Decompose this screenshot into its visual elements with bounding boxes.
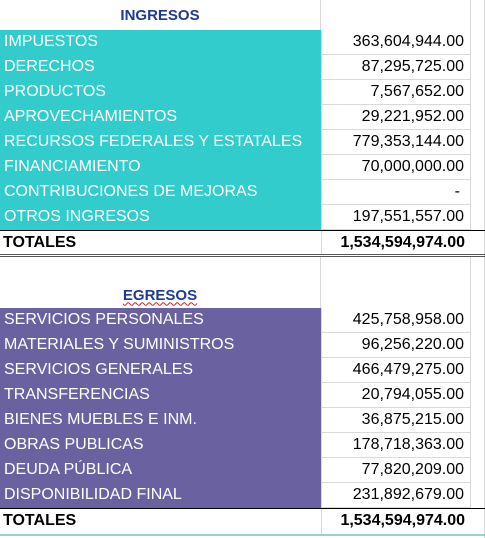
row-label[interactable]: DISPONIBILIDAD FINAL — [0, 483, 321, 508]
empty-cell[interactable] — [471, 0, 485, 30]
empty-cell[interactable] — [471, 383, 485, 408]
ingresos-total-row[interactable]: TOTALES 1,534,594,974.00 — [0, 230, 485, 257]
row-value[interactable]: 70,000,000.00 — [321, 155, 471, 180]
egresos-header-row[interactable]: EGRESOS — [0, 282, 485, 308]
empty-cell[interactable] — [471, 180, 485, 205]
row-value[interactable]: 466,479,275.00 — [321, 358, 471, 383]
row-value[interactable]: 425,758,958.00 — [321, 308, 471, 333]
ingresos-title[interactable]: INGRESOS — [0, 0, 321, 30]
row-value[interactable]: 178,718,363.00 — [321, 433, 471, 458]
row-label[interactable]: OBRAS PUBLICAS — [0, 433, 321, 458]
empty-cell[interactable] — [471, 308, 485, 333]
row-value[interactable]: 29,221,952.00 — [321, 105, 471, 130]
row-label-cell[interactable]: BIENES MUEBLES E INM. — [0, 408, 321, 433]
table-row[interactable]: DEUDA PÚBLICA 77,820,209.00 — [0, 458, 485, 483]
row-label[interactable]: OTROS INGRESOS — [0, 205, 321, 230]
row-label[interactable]: PRODUCTOS — [0, 80, 321, 105]
row-value[interactable]: 231,892,679.00 — [321, 483, 471, 508]
row-value[interactable]: 87,295,725.00 — [321, 55, 471, 80]
row-label: BIENES MUEBLES E INM. — [4, 411, 197, 428]
row-value[interactable]: 7,567,652.00 — [321, 80, 471, 105]
table-row[interactable]: APROVECHAMIENTOS 29,221,952.00 — [0, 105, 485, 130]
empty-cell[interactable] — [471, 408, 485, 433]
empty-cell[interactable] — [471, 257, 485, 282]
table-row[interactable]: DISPONIBILIDAD FINAL 231,892,679.00 — [0, 483, 485, 508]
row-value[interactable]: 96,256,220.00 — [321, 333, 471, 358]
table-row[interactable]: MATERIALES Y SUMINISTROS 96,256,220.00 — [0, 333, 485, 358]
row-label[interactable]: CONTRIBUCIONES DE MEJORAS — [0, 180, 321, 205]
row-label[interactable]: DERECHOS — [0, 55, 321, 80]
empty-cell[interactable] — [471, 458, 485, 483]
empty-cell[interactable] — [471, 358, 485, 383]
egresos-header-value-cell[interactable] — [321, 282, 471, 308]
table-row[interactable]: IMPUESTOS 363,604,944.00 — [0, 30, 485, 55]
table-row[interactable]: SERVICIOS PERSONALES 425,758,958.00 — [0, 308, 485, 333]
table-row[interactable]: FINANCIAMIENTO 70,000,000.00 — [0, 155, 485, 180]
empty-cell[interactable] — [321, 257, 471, 282]
empty-row[interactable] — [0, 257, 485, 282]
row-label[interactable]: DEUDA PÚBLICA — [0, 458, 321, 483]
table-row[interactable]: OTROS INGRESOS 197,551,557.00 — [0, 205, 485, 230]
table-row[interactable]: PRODUCTOS 7,567,652.00 — [0, 80, 485, 105]
row-label[interactable]: APROVECHAMIENTOS — [0, 105, 321, 130]
row-value[interactable]: 363,604,944.00 — [321, 30, 471, 55]
empty-cell[interactable] — [471, 205, 485, 230]
table-row[interactable]: DERECHOS 87,295,725.00 — [0, 55, 485, 80]
empty-cell[interactable] — [0, 257, 321, 282]
empty-cell[interactable] — [471, 155, 485, 180]
empty-cell[interactable] — [471, 105, 485, 130]
egresos-title: EGRESOS — [122, 286, 198, 304]
total-value[interactable]: 1,534,594,974.00 — [321, 231, 471, 254]
row-value[interactable]: 197,551,557.00 — [321, 205, 471, 230]
row-value[interactable]: - — [321, 180, 471, 205]
row-value[interactable]: 20,794,055.00 — [321, 383, 471, 408]
table-row[interactable]: TRANSFERENCIAS 20,794,055.00 — [0, 383, 485, 408]
total-label[interactable]: TOTALES — [3, 512, 77, 529]
empty-cell[interactable] — [471, 80, 485, 105]
table-row[interactable]: RECURSOS FEDERALES Y ESTATALES 779,353,1… — [0, 130, 485, 155]
empty-cell[interactable] — [471, 55, 485, 80]
ingresos-header-row[interactable]: INGRESOS — [0, 0, 485, 30]
row-value[interactable]: 779,353,144.00 — [321, 130, 471, 155]
egresos-header-cell[interactable]: EGRESOS — [0, 282, 321, 308]
empty-cell[interactable] — [471, 433, 485, 458]
row-value[interactable]: 36,875,215.00 — [321, 408, 471, 433]
row-label[interactable]: SERVICIOS PERSONALES — [0, 308, 321, 333]
table-row[interactable]: SERVICIOS GENERALES 466,479,275.00 — [0, 358, 485, 383]
row-label[interactable]: RECURSOS FEDERALES Y ESTATALES — [0, 130, 321, 155]
table-row[interactable]: BIENES MUEBLES E INM. 36,875,215.00 — [0, 408, 485, 433]
empty-cell[interactable] — [471, 483, 485, 508]
row-value[interactable]: 77,820,209.00 — [321, 458, 471, 483]
total-label[interactable]: TOTALES — [3, 234, 77, 251]
table-row[interactable]: OBRAS PUBLICAS 178,718,363.00 — [0, 433, 485, 458]
egresos-total-row[interactable]: TOTALES 1,534,594,974.00 — [0, 508, 485, 536]
empty-cell[interactable] — [471, 509, 485, 534]
empty-cell[interactable] — [471, 231, 485, 254]
row-label[interactable]: IMPUESTOS — [0, 30, 321, 55]
empty-cell[interactable] — [471, 333, 485, 358]
total-value[interactable]: 1,534,594,974.00 — [321, 509, 471, 534]
empty-cell[interactable] — [471, 30, 485, 55]
row-label[interactable]: SERVICIOS GENERALES — [0, 358, 321, 383]
empty-cell[interactable] — [471, 282, 485, 308]
ingresos-header-value-cell[interactable] — [321, 0, 471, 30]
row-label[interactable]: MATERIALES Y SUMINISTROS — [0, 333, 321, 358]
row-label[interactable]: FINANCIAMIENTO — [0, 155, 321, 180]
row-label[interactable]: TRANSFERENCIAS — [0, 383, 321, 408]
empty-cell[interactable] — [471, 130, 485, 155]
table-row[interactable]: CONTRIBUCIONES DE MEJORAS - — [0, 180, 485, 205]
